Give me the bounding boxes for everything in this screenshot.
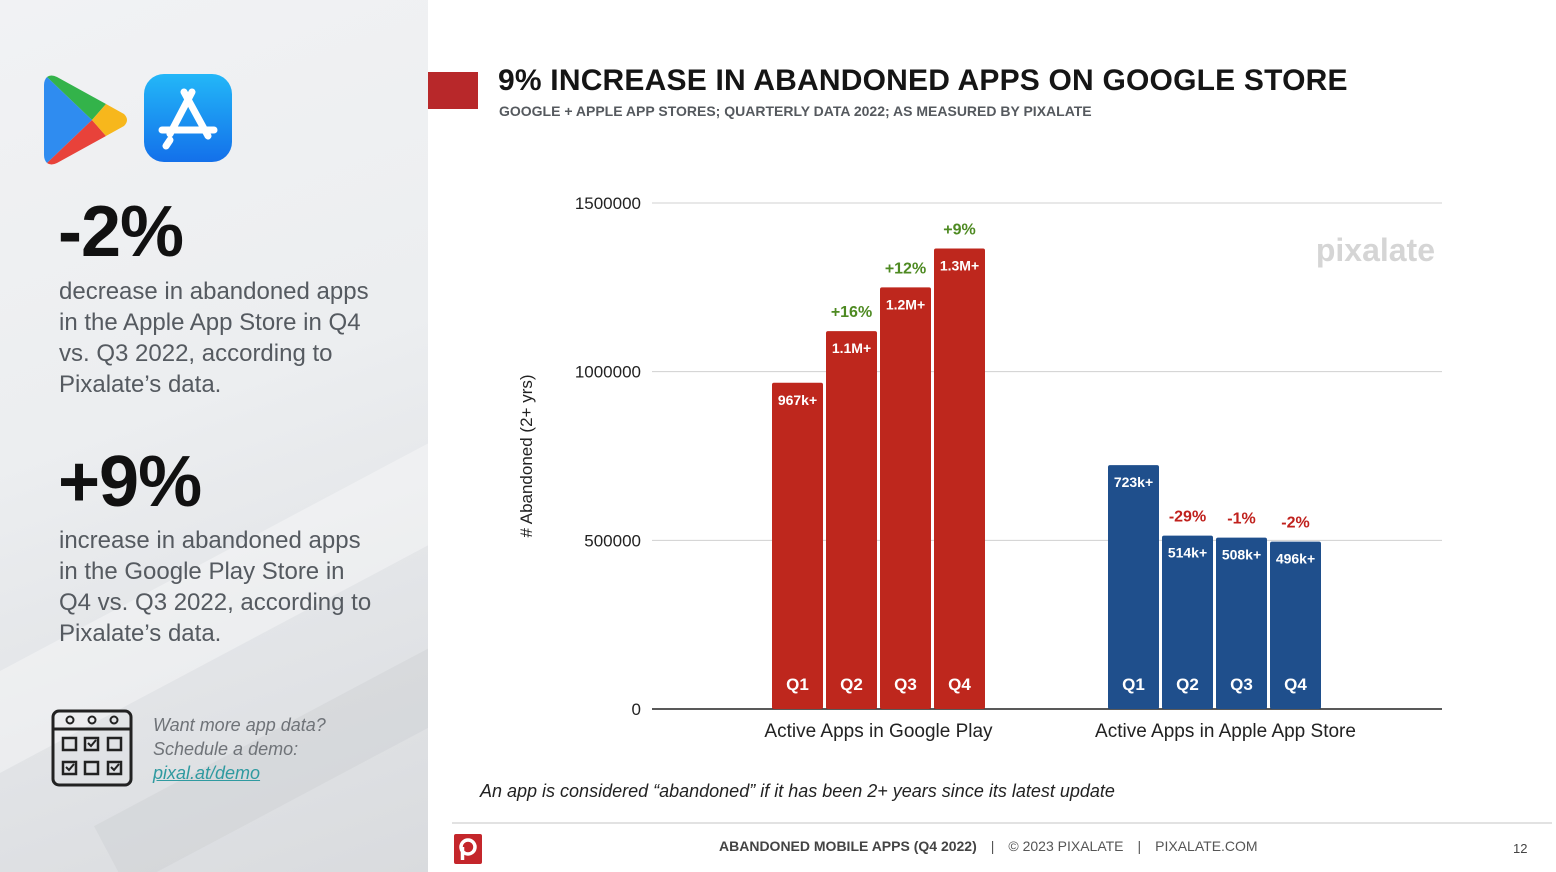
footer-copyright: © 2023 PIXALATE: [1008, 838, 1124, 854]
left-panel: -2% decrease in abandoned apps in the Ap…: [0, 0, 428, 872]
stat-apple-text: decrease in abandoned apps in the Apple …: [59, 278, 369, 398]
demo-cta: Want more app data? Schedule a demo: pix…: [153, 713, 326, 785]
abandoned-apps-bar-chart: 0 500000 1000000 1500000 # Abandoned (2+ yrs…: [517, 194, 1442, 742]
bar-value-label: 1.2M+: [886, 296, 925, 312]
bar-quarter-label: Q3: [894, 675, 917, 694]
bar: [934, 248, 985, 709]
bar: [772, 382, 823, 709]
page-subtitle: GOOGLE + APPLE APP STORES; QUARTERLY DAT…: [499, 103, 1092, 119]
bar-change-label: -2%: [1281, 515, 1309, 532]
bar-value-label: 508k+: [1222, 547, 1261, 563]
y-tick-label: 1500000: [575, 194, 641, 213]
y-axis-label: # Abandoned (2+ yrs): [517, 374, 536, 537]
bar-quarter-label: Q2: [840, 675, 863, 694]
bar-value-label: 967k+: [778, 392, 817, 408]
bar: [1108, 465, 1159, 709]
y-tick-label: 0: [632, 700, 641, 719]
bar-quarter-label: Q1: [786, 675, 809, 694]
footer-separator: |: [990, 838, 995, 854]
footer-report-title: ABANDONED MOBILE APPS (Q4 2022): [719, 838, 977, 854]
bar-value-label: 496k+: [1276, 551, 1315, 567]
google-play-logo: [44, 75, 127, 165]
x-category-label: Active Apps in Google Play: [764, 721, 993, 742]
footer-text: ABANDONED MOBILE APPS (Q4 2022) | © 2023 P…: [719, 838, 1258, 854]
watermark-text: pixalate: [1316, 232, 1435, 268]
stat-apple-value: -2%: [58, 192, 184, 272]
bar-quarter-label: Q4: [1284, 675, 1307, 694]
y-tick-label: 500000: [584, 531, 641, 550]
page-number: 12: [1513, 841, 1528, 856]
bar-quarter-label: Q2: [1176, 675, 1199, 694]
footer-site: PIXALATE.COM: [1155, 838, 1258, 854]
bar-change-label: +16%: [831, 304, 872, 321]
demo-link[interactable]: pixal.at/demo: [153, 763, 261, 783]
cta-line2: Schedule a demo:: [153, 739, 299, 759]
bar-quarter-label: Q1: [1122, 675, 1145, 694]
bar-quarter-label: Q3: [1230, 675, 1253, 694]
bar: [880, 287, 931, 709]
bar: [826, 331, 877, 709]
stat-google-value: +9%: [58, 442, 202, 522]
bar-change-label: +9%: [943, 222, 975, 239]
bar: [1270, 541, 1321, 709]
bar: [1162, 535, 1213, 709]
bar-value-label: 1.1M+: [832, 340, 871, 356]
app-store-logo: [144, 74, 232, 162]
bar-change-label: -1%: [1227, 511, 1255, 528]
bar-value-label: 723k+: [1114, 474, 1153, 490]
bar-change-label: -29%: [1169, 509, 1206, 526]
page-title: 9% INCREASE IN ABANDONED APPS ON GOOGLE …: [498, 64, 1348, 97]
bar-value-label: 514k+: [1168, 545, 1207, 561]
footer-divider: [452, 822, 1552, 824]
title-accent-block: [428, 72, 478, 109]
y-tick-label: 1000000: [575, 363, 641, 382]
cta-line1: Want more app data?: [153, 715, 326, 735]
x-category-label: Active Apps in Apple App Store: [1095, 721, 1356, 742]
pixalate-logo: [454, 834, 482, 864]
calendar-icon: [51, 709, 133, 787]
bar-quarter-label: Q4: [948, 675, 971, 694]
chart-footnote: An app is considered “abandoned” if it h…: [480, 781, 1115, 801]
bar-value-label: 1.3M+: [940, 258, 979, 274]
footer-separator: |: [1137, 838, 1142, 854]
stat-google-text: increase in abandoned apps in the Google…: [59, 527, 372, 647]
bar: [1216, 537, 1267, 709]
bar-change-label: +12%: [885, 260, 926, 277]
